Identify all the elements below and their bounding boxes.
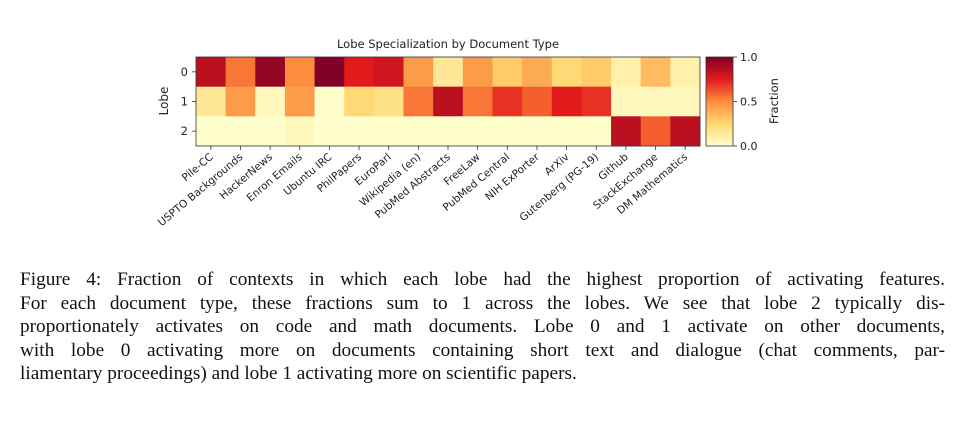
y-tick-label: 0 bbox=[181, 65, 188, 79]
caption-line: with lobe 0 activating more on documents… bbox=[20, 339, 945, 361]
heatmap-cell bbox=[492, 86, 523, 117]
heatmap-cell bbox=[284, 57, 315, 88]
heatmap-cell bbox=[522, 57, 553, 88]
caption-line: Figure 4: Fraction of contexts in which … bbox=[20, 269, 945, 290]
heatmap-cell bbox=[314, 116, 345, 147]
heatmap-cell bbox=[403, 116, 434, 147]
heatmap-cell bbox=[225, 86, 256, 117]
caption-line: proportionately activates on code and ma… bbox=[20, 316, 945, 337]
heatmap-cell bbox=[403, 57, 434, 88]
heatmap-cell bbox=[284, 116, 315, 147]
heatmap-cell bbox=[373, 86, 404, 117]
heatmap-cells bbox=[196, 57, 701, 147]
heatmap-cell bbox=[640, 57, 671, 88]
heatmap-cell bbox=[551, 57, 582, 88]
heatmap-cell bbox=[670, 116, 701, 147]
heatmap-cell bbox=[670, 57, 701, 88]
heatmap-cell bbox=[225, 57, 256, 88]
heatmap-cell bbox=[581, 57, 612, 88]
chart-title: Lobe Specialization by Document Type bbox=[337, 37, 559, 51]
heatmap-cell bbox=[551, 116, 582, 147]
heatmap-cell bbox=[373, 57, 404, 88]
figure-caption: Figure 4: Fraction of contexts in which … bbox=[20, 268, 945, 386]
heatmap-cell bbox=[462, 86, 493, 117]
caption-line: liamentary proceedings) and lobe 1 activ… bbox=[20, 363, 577, 384]
heatmap-cell bbox=[225, 116, 256, 147]
heatmap-cell bbox=[611, 86, 642, 117]
heatmap-cell bbox=[403, 86, 434, 117]
heatmap-cell bbox=[433, 116, 464, 147]
heatmap-cell bbox=[196, 57, 227, 88]
y-tick-label: 1 bbox=[181, 95, 188, 109]
caption-line: For each document type, these fractions … bbox=[20, 292, 945, 314]
heatmap-cell bbox=[344, 86, 375, 117]
heatmap-cell bbox=[611, 116, 642, 147]
heatmap-cell bbox=[196, 116, 227, 147]
heatmap-cell bbox=[581, 116, 612, 147]
heatmap-cell bbox=[433, 86, 464, 117]
colorbar bbox=[705, 56, 734, 147]
heatmap-cell bbox=[522, 116, 553, 147]
y-axis-label: Lobe bbox=[157, 87, 171, 116]
colorbar-label: Fraction bbox=[767, 78, 781, 124]
colorbar-tick-label: 1.0 bbox=[740, 51, 758, 64]
colorbar-tick-label: 0.0 bbox=[740, 140, 758, 153]
heatmap-figure: Lobe Specialization by Document Type Lob… bbox=[156, 37, 781, 229]
colorbar-tick-label: 0.5 bbox=[740, 96, 758, 109]
heatmap-cell bbox=[314, 57, 345, 88]
heatmap-cell bbox=[344, 116, 375, 147]
heatmap-cell bbox=[373, 116, 404, 147]
heatmap-cell bbox=[255, 116, 286, 147]
heatmap-cell bbox=[640, 86, 671, 117]
heatmap-cell bbox=[492, 116, 523, 147]
colorbar-ticks: 1.0 0.5 0.0 bbox=[733, 51, 758, 153]
heatmap-cell bbox=[196, 86, 227, 117]
heatmap-cell bbox=[670, 86, 701, 117]
heatmap-cell bbox=[284, 86, 315, 117]
heatmap-cell bbox=[433, 57, 464, 88]
heatmap-cell bbox=[551, 86, 582, 117]
heatmap-cell bbox=[255, 86, 286, 117]
heatmap-cell bbox=[492, 57, 523, 88]
heatmap-cell bbox=[462, 116, 493, 147]
heatmap-cell bbox=[581, 86, 612, 117]
heatmap-cell bbox=[611, 57, 642, 88]
heatmap-cell bbox=[522, 86, 553, 117]
heatmap-cell bbox=[314, 86, 345, 117]
y-tick-labels: 0 1 2 bbox=[181, 65, 196, 138]
y-tick-label: 2 bbox=[181, 124, 188, 138]
heatmap-cell bbox=[255, 57, 286, 88]
heatmap-cell bbox=[344, 57, 375, 88]
heatmap-cell bbox=[462, 57, 493, 88]
heatmap-cell bbox=[640, 116, 671, 147]
